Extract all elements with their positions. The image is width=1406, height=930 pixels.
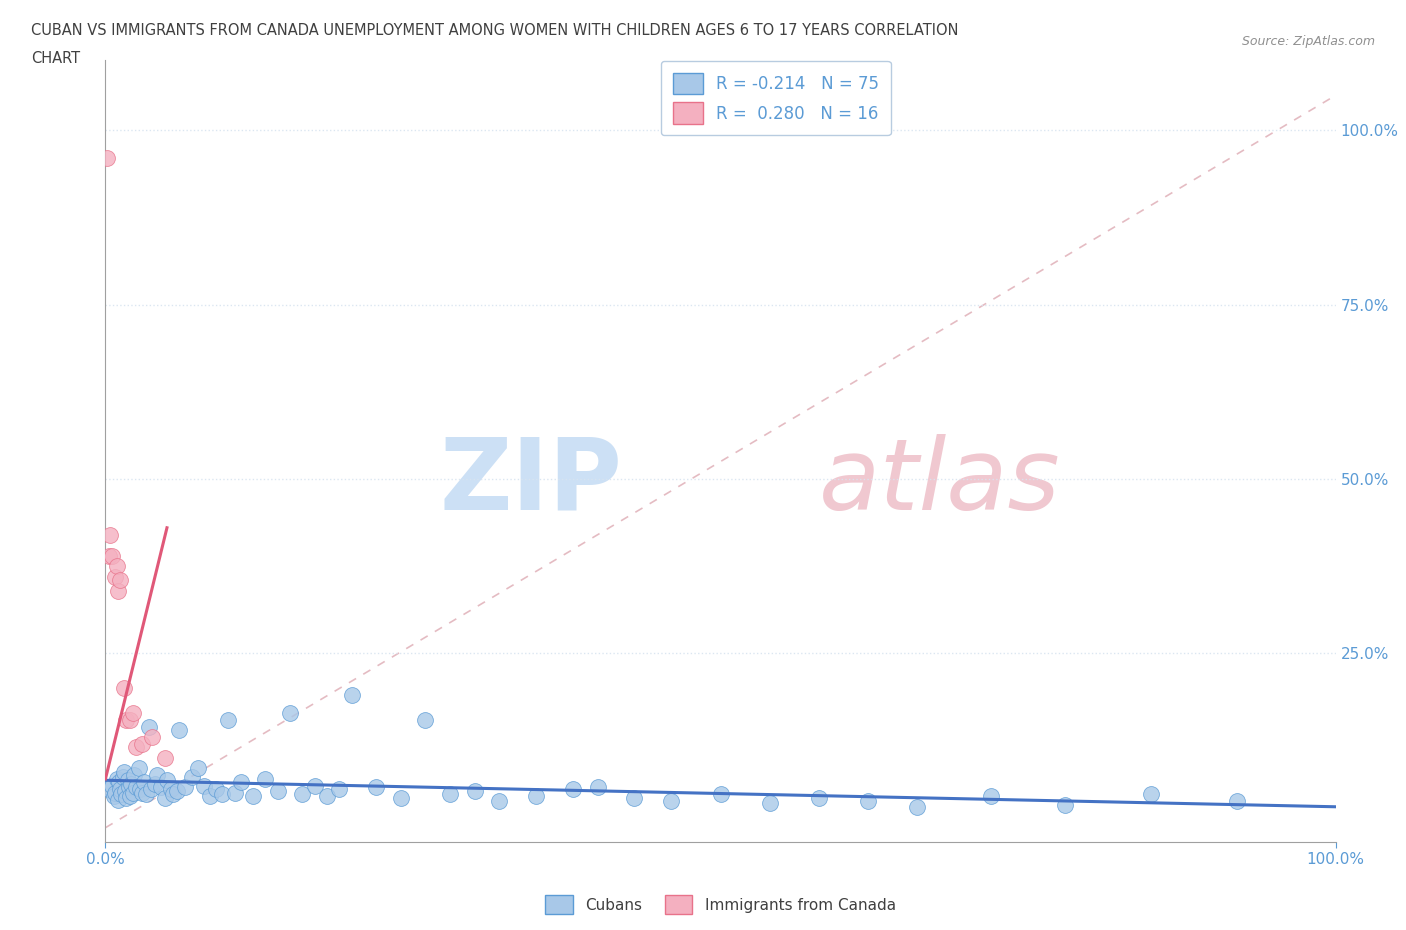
Point <box>125 740 148 755</box>
Point <box>138 719 160 734</box>
Point <box>328 782 350 797</box>
Point <box>100 778 122 793</box>
Point <box>121 785 143 800</box>
Point <box>120 712 141 727</box>
Point <box>122 768 145 783</box>
Point <box>907 800 929 815</box>
Point <box>129 782 152 797</box>
Point <box>100 549 122 564</box>
Point <box>807 790 830 805</box>
Point <box>366 779 388 794</box>
Point <box>110 782 132 797</box>
Point <box>143 777 166 792</box>
Point <box>104 785 127 800</box>
Point <box>153 751 176 765</box>
Point <box>291 787 314 802</box>
Point <box>156 773 179 788</box>
Text: Source: ZipAtlas.com: Source: ZipAtlas.com <box>1241 35 1375 48</box>
Point <box>121 705 143 720</box>
Point <box>488 794 510 809</box>
Text: CUBAN VS IMMIGRANTS FROM CANADA UNEMPLOYMENT AMONG WOMEN WITH CHILDREN AGES 6 TO: CUBAN VS IMMIGRANTS FROM CANADA UNEMPLOY… <box>31 23 959 38</box>
Point <box>128 761 150 776</box>
Point <box>125 779 148 794</box>
Point <box>169 723 191 737</box>
Point <box>389 790 412 805</box>
Point <box>112 764 135 779</box>
Point <box>98 549 121 564</box>
Point <box>710 787 733 802</box>
Point <box>107 792 129 807</box>
Point <box>120 789 141 804</box>
Point <box>166 784 188 799</box>
Point <box>131 785 153 800</box>
Point <box>114 784 136 799</box>
Point <box>229 775 252 790</box>
Point <box>117 773 139 788</box>
Point <box>104 569 127 584</box>
Point <box>1140 787 1163 802</box>
Point <box>103 789 125 804</box>
Point <box>211 787 233 802</box>
Point <box>159 782 181 797</box>
Point <box>524 789 547 804</box>
Point <box>304 778 326 793</box>
Point <box>254 772 277 787</box>
Point <box>107 583 129 598</box>
Point <box>562 782 585 797</box>
Point <box>759 796 782 811</box>
Point <box>224 785 246 800</box>
Point <box>162 787 184 802</box>
Point <box>205 782 228 797</box>
Point <box>131 737 153 751</box>
Point <box>135 787 157 802</box>
Point <box>180 770 202 785</box>
Point <box>115 790 138 805</box>
Point <box>110 573 132 588</box>
Point <box>105 559 128 574</box>
Point <box>118 779 141 794</box>
Point <box>146 768 169 783</box>
Point <box>661 794 683 809</box>
Point <box>623 790 645 805</box>
Point <box>112 681 135 696</box>
Point <box>218 712 240 727</box>
Point <box>586 779 609 794</box>
Point <box>198 789 221 804</box>
Point <box>120 777 142 792</box>
Point <box>96 151 118 166</box>
Point <box>105 772 128 787</box>
Point <box>278 705 301 720</box>
Point <box>858 794 880 809</box>
Point <box>115 712 138 727</box>
Point <box>980 789 1002 804</box>
Point <box>1054 798 1077 813</box>
Point <box>464 784 486 799</box>
Point <box>187 761 209 776</box>
Point <box>110 787 132 802</box>
Point <box>415 712 437 727</box>
Point <box>141 730 163 745</box>
Point <box>153 790 176 805</box>
Point <box>98 527 122 542</box>
Point <box>174 779 197 794</box>
Point <box>149 779 172 794</box>
Point <box>267 784 290 799</box>
Point <box>111 770 134 785</box>
Point <box>340 688 363 703</box>
Text: ZIP: ZIP <box>439 433 621 531</box>
Point <box>193 778 215 793</box>
Point <box>97 782 120 797</box>
Legend: Cubans, Immigrants from Canada: Cubans, Immigrants from Canada <box>540 889 901 920</box>
Point <box>1226 794 1249 809</box>
Point <box>315 789 337 804</box>
Point <box>132 775 155 790</box>
Point <box>242 789 264 804</box>
Point <box>139 782 162 797</box>
Point <box>439 787 461 802</box>
Text: atlas: atlas <box>818 433 1060 531</box>
Point <box>108 775 131 790</box>
Text: CHART: CHART <box>31 51 80 66</box>
